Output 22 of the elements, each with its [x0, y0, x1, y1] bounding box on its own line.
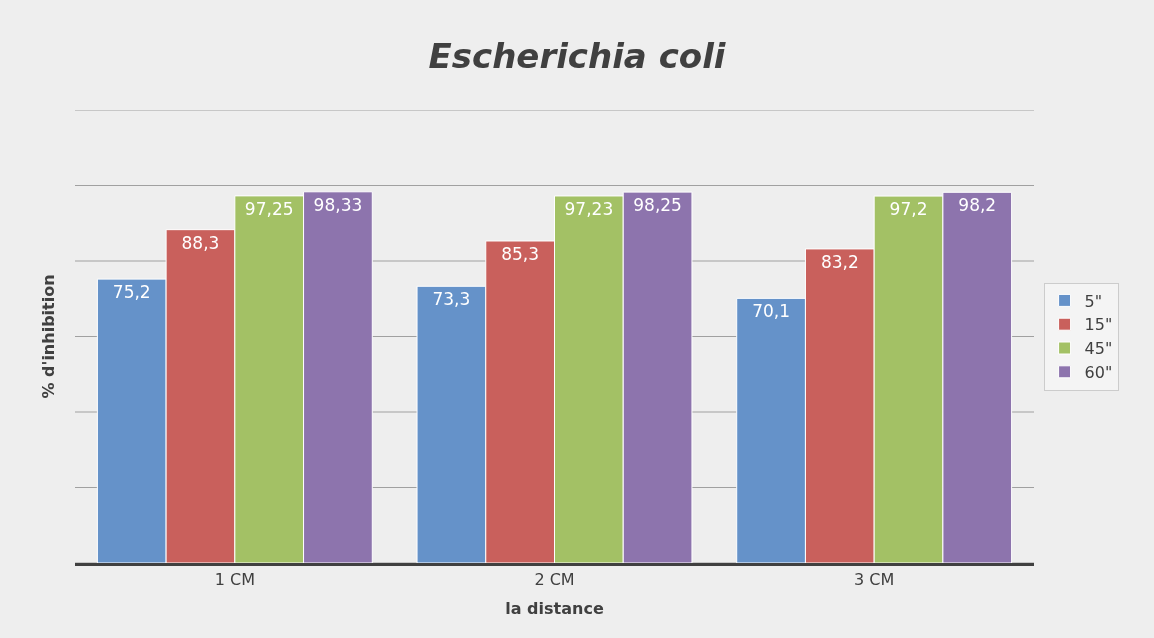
data-label: 98,2: [958, 195, 997, 216]
x-tick-label: 1 CM: [214, 570, 255, 590]
data-label: 97,2: [889, 199, 928, 220]
x-tick-label: 3 CM: [854, 570, 895, 590]
chart-title: Escherichia coli: [428, 36, 727, 77]
data-label: 73,3: [432, 289, 471, 310]
data-label: 88,3: [181, 232, 220, 253]
legend-label: 15": [1084, 315, 1113, 335]
data-label: 98,25: [633, 195, 682, 216]
data-label: 75,2: [112, 282, 151, 303]
x-axis-title: la distance: [505, 598, 604, 618]
data-label: 83,2: [820, 251, 859, 272]
legend-label: 60": [1084, 363, 1113, 383]
data-label: 97,25: [244, 198, 294, 219]
data-label: 85,3: [501, 243, 540, 264]
data-label: 98,33: [313, 194, 363, 215]
y-axis-title: % d'inhibition: [38, 274, 58, 399]
legend-label: 5": [1084, 291, 1103, 311]
legend-label: 45": [1084, 339, 1113, 359]
data-label: 70,1: [752, 301, 790, 322]
data-label: 97,23: [564, 198, 614, 219]
x-tick-label: 2 CM: [534, 570, 575, 590]
